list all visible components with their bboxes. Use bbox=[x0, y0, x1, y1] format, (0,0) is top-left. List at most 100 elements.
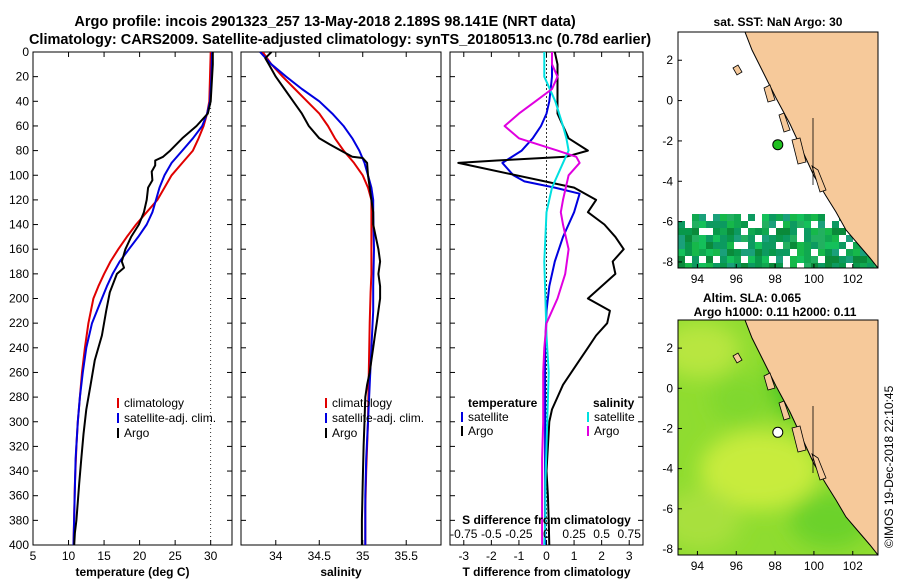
argo-position-marker-sst bbox=[772, 139, 784, 151]
sst-cell bbox=[706, 235, 713, 242]
sst-cell bbox=[797, 221, 804, 228]
temperature-xtick-label: 30 bbox=[204, 549, 218, 563]
sst-cell bbox=[720, 249, 727, 256]
sst-cell bbox=[727, 263, 734, 268]
sst-cell bbox=[776, 228, 783, 235]
legend-label: Argo bbox=[332, 426, 358, 440]
figure-title-line1: Argo profile: incois 2901323_257 13-May-… bbox=[74, 14, 575, 30]
sst-cell bbox=[692, 242, 699, 249]
sst-cell bbox=[699, 214, 706, 221]
sst-cell bbox=[776, 249, 783, 256]
sst-cell bbox=[790, 228, 797, 235]
sst-cell bbox=[860, 249, 867, 256]
longitude-tick-label: 94 bbox=[691, 559, 705, 573]
salinity-xtick-label: 34.5 bbox=[308, 549, 332, 563]
sst-cell bbox=[846, 256, 853, 263]
temperature-xtick-label: 10 bbox=[62, 549, 76, 563]
sst-cell bbox=[727, 256, 734, 263]
sst-cell bbox=[692, 249, 699, 256]
sst-cell bbox=[678, 235, 685, 242]
depth-tick-label: 40 bbox=[16, 94, 30, 108]
sst-cell bbox=[818, 228, 825, 235]
sst-cell bbox=[720, 235, 727, 242]
depth-tick-label: 220 bbox=[9, 316, 29, 330]
sst-cell bbox=[685, 242, 692, 249]
sst-cell bbox=[832, 228, 839, 235]
sst-cell bbox=[818, 235, 825, 242]
sst-cell bbox=[727, 221, 734, 228]
sst-cell bbox=[762, 221, 769, 228]
sst-cell bbox=[692, 256, 699, 263]
sumatra-land-sst bbox=[744, 32, 878, 268]
latitude-tick-label: -2 bbox=[662, 421, 673, 435]
sst-cell bbox=[706, 221, 713, 228]
sst-cell bbox=[720, 221, 727, 228]
salinity-difference-tick-label: 0.25 bbox=[562, 527, 586, 541]
sla-map-panel: Altim. SLA: 0.065 Argo h1000: 0.11 h2000… bbox=[662, 291, 879, 573]
sst-map-title: sat. SST: NaN Argo: 30 bbox=[714, 15, 843, 29]
difference-xtick-label: 1 bbox=[571, 549, 578, 563]
sst-cell bbox=[783, 235, 790, 242]
depth-tick-label: 200 bbox=[9, 292, 29, 306]
depth-tick-label: 340 bbox=[9, 464, 29, 478]
sst-cell bbox=[678, 263, 685, 268]
sst-cell bbox=[755, 242, 762, 249]
sst-cell bbox=[811, 242, 818, 249]
sst-cell bbox=[741, 263, 748, 268]
sst-cell bbox=[867, 256, 874, 263]
sst-cell bbox=[734, 228, 741, 235]
latitude-tick-label: -4 bbox=[662, 174, 673, 188]
sst-cell bbox=[832, 221, 839, 228]
legend-label: satellite bbox=[468, 410, 509, 424]
series-satellite-adj-clim- bbox=[72, 52, 214, 545]
sst-cell bbox=[853, 263, 860, 268]
series-salinity-argo bbox=[503, 52, 581, 545]
sst-cell bbox=[769, 235, 776, 242]
island-siberut-sst bbox=[791, 137, 807, 165]
sst-cell bbox=[776, 235, 783, 242]
longitude-tick-label: 100 bbox=[804, 559, 824, 573]
latitude-tick-label: -6 bbox=[662, 215, 673, 229]
temperature-xtick-label: 20 bbox=[133, 549, 147, 563]
sst-cell bbox=[706, 249, 713, 256]
series-satellite-adj-clim- bbox=[259, 52, 375, 545]
depth-tick-label: 320 bbox=[9, 439, 29, 453]
series-argo bbox=[264, 52, 382, 545]
sst-cell bbox=[699, 235, 706, 242]
difference-xtick-label: -1 bbox=[514, 549, 525, 563]
sst-cell bbox=[734, 214, 741, 221]
sst-cell bbox=[853, 256, 860, 263]
latitude-tick-label: 2 bbox=[666, 341, 673, 355]
sst-cell bbox=[783, 242, 790, 249]
sst-cell bbox=[790, 214, 797, 221]
sst-cell bbox=[713, 228, 720, 235]
sst-cell bbox=[727, 235, 734, 242]
legend-label: Argo bbox=[468, 424, 494, 438]
sst-cell bbox=[762, 249, 769, 256]
sst-cell bbox=[818, 214, 825, 221]
sst-cell bbox=[734, 256, 741, 263]
island-pagai-sst bbox=[811, 165, 827, 193]
depth-tick-label: 100 bbox=[9, 168, 29, 182]
sst-cell bbox=[804, 214, 811, 221]
legend-group-heading: salinity bbox=[593, 396, 635, 410]
sst-cell bbox=[818, 221, 825, 228]
sst-cell bbox=[755, 249, 762, 256]
sst-cell bbox=[734, 263, 741, 268]
salinity-difference-axis-label: S difference from climatology bbox=[462, 513, 631, 527]
salinity-xlabel: salinity bbox=[320, 565, 362, 579]
sst-cell bbox=[811, 263, 818, 268]
sst-cell bbox=[818, 249, 825, 256]
depth-tick-label: 280 bbox=[9, 390, 29, 404]
imos-watermark: ©IMOS 19-Dec-2018 22:10:45 bbox=[882, 385, 896, 548]
sst-cell bbox=[825, 263, 832, 268]
sst-cell bbox=[748, 242, 755, 249]
sst-cell bbox=[839, 263, 846, 268]
sst-cell bbox=[713, 242, 720, 249]
latitude-tick-label: -6 bbox=[662, 502, 673, 516]
sst-cell bbox=[706, 242, 713, 249]
sst-cell bbox=[811, 235, 818, 242]
sst-cell bbox=[790, 242, 797, 249]
latitude-tick-label: 0 bbox=[666, 381, 673, 395]
